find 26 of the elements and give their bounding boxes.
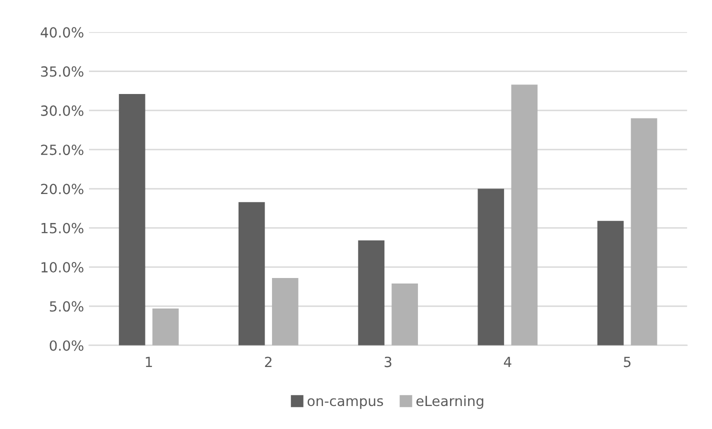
legend-label: on-campus [308,398,384,409]
y-tick-label: 20.0% [41,184,84,194]
bar [392,283,418,346]
y-tick-label: 40.0% [40,27,84,38]
y-tick-label: 25.0% [41,144,84,156]
bar [358,240,384,346]
y-tick-label: 5.0% [50,301,84,312]
bar [630,118,658,346]
bar [511,84,538,346]
y-tick-label: 10.0% [42,262,84,273]
bar [152,308,179,346]
bar [238,202,265,346]
y-tick-label: 0.0% [50,340,84,351]
x-tick-label: 5 [624,356,630,368]
bar [478,188,504,346]
x-tick-label: 3 [384,356,392,368]
x-tick-label: 2 [265,356,272,368]
x-tick-label: 4 [504,356,512,368]
legend-label: eLearning [416,395,484,409]
y-tick-label: 30.0% [41,105,84,116]
bar [597,220,624,346]
y-tick-label: 35.0% [41,66,84,77]
x-tick-label: 1 [146,356,152,368]
bar [272,278,298,346]
y-tick-label: 15.0% [42,222,84,234]
bar [118,94,146,346]
